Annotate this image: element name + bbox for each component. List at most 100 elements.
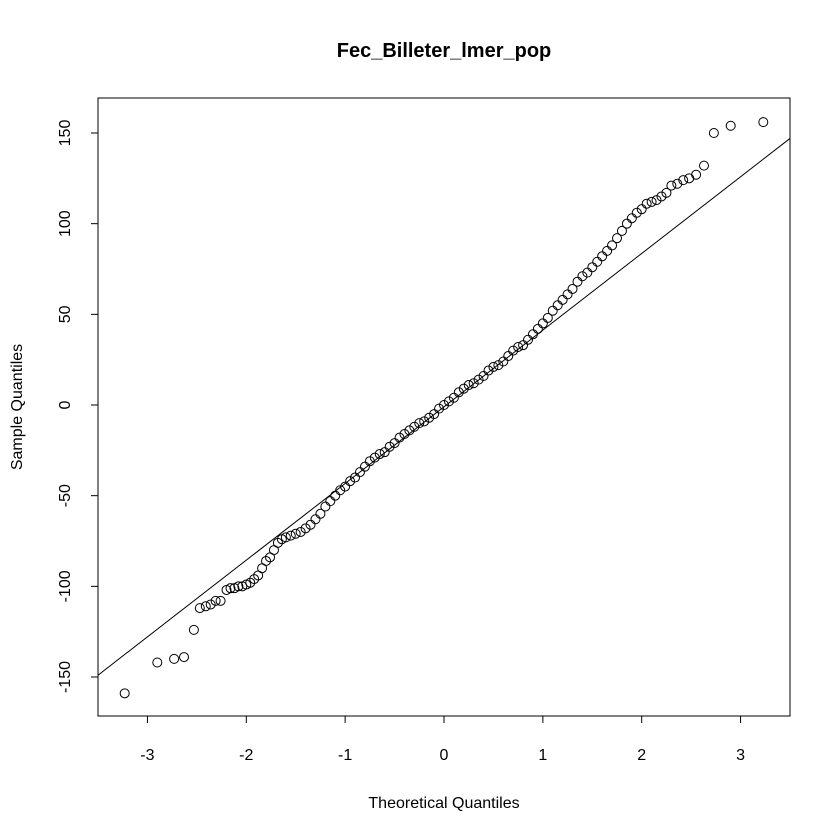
x-tick-label: -2 (239, 747, 253, 764)
point (636, 204, 647, 215)
point (384, 441, 395, 452)
point (597, 251, 608, 262)
point (468, 378, 479, 389)
point (616, 225, 627, 236)
point (666, 180, 677, 191)
point (374, 448, 385, 459)
point (205, 599, 216, 610)
point (210, 595, 221, 606)
point (225, 583, 236, 594)
point (169, 653, 180, 664)
point (508, 345, 519, 356)
point (678, 175, 689, 186)
point (493, 360, 504, 371)
plot-area (98, 117, 790, 699)
point (194, 603, 205, 614)
point (562, 289, 573, 300)
point (698, 160, 709, 171)
point (285, 530, 296, 541)
point (152, 657, 163, 668)
point (612, 233, 622, 244)
x-tick-label: 3 (736, 747, 745, 764)
point (350, 472, 361, 483)
point (369, 452, 380, 463)
x-tick-label: -3 (140, 747, 154, 764)
point (458, 383, 469, 394)
point (532, 323, 543, 334)
point (513, 341, 524, 352)
point (725, 120, 736, 131)
point (537, 318, 548, 329)
point (672, 178, 683, 189)
point (119, 688, 130, 699)
point (310, 514, 321, 525)
point (389, 438, 400, 449)
point (419, 416, 430, 427)
point (523, 334, 534, 345)
point (626, 213, 637, 224)
x-tick-label: -1 (338, 747, 352, 764)
point (409, 421, 420, 432)
point (325, 496, 336, 507)
point (557, 294, 568, 305)
y-tick-label: -100 (57, 570, 74, 602)
point (345, 476, 356, 487)
point (661, 187, 672, 198)
point (443, 396, 454, 407)
point (200, 601, 211, 612)
point (641, 198, 652, 209)
point (572, 276, 583, 287)
point (547, 305, 558, 316)
point (567, 283, 578, 294)
point (478, 370, 489, 381)
point (188, 624, 199, 635)
point (577, 271, 588, 282)
point (503, 351, 514, 362)
point (473, 374, 484, 385)
point (404, 425, 415, 436)
point (607, 240, 618, 251)
point (215, 595, 226, 606)
point (379, 447, 390, 458)
point (592, 256, 603, 267)
x-tick-label: 0 (440, 747, 449, 764)
point (330, 490, 341, 501)
point (582, 267, 593, 278)
point (233, 581, 244, 592)
point (691, 169, 702, 180)
point (498, 356, 509, 367)
point (261, 555, 272, 566)
point (542, 312, 553, 323)
point (429, 409, 440, 420)
point (448, 392, 459, 403)
point (708, 127, 719, 138)
point (305, 519, 316, 530)
point (527, 329, 538, 340)
point (359, 461, 370, 472)
y-tick-label: -50 (57, 484, 74, 507)
point (602, 245, 613, 256)
point (684, 173, 695, 184)
y-tick-label: 0 (57, 400, 74, 409)
point (295, 526, 306, 537)
point (290, 528, 301, 539)
y-tick-label: 100 (57, 210, 74, 237)
point (488, 361, 499, 372)
point (453, 387, 464, 398)
x-tick-label: 1 (538, 747, 547, 764)
point (646, 196, 657, 207)
point (249, 574, 260, 585)
y-axis-label: Sample Quantiles (9, 344, 26, 470)
y-tick-label: -150 (57, 661, 74, 693)
chart-title: Fec_Billeter_lmer_pop (337, 40, 552, 62)
reference-line (98, 138, 790, 676)
x-tick-label: 2 (637, 747, 646, 764)
point (587, 262, 598, 273)
point (340, 481, 351, 492)
point (463, 380, 474, 391)
point (394, 432, 405, 443)
point (399, 429, 410, 440)
point (354, 467, 365, 478)
point (424, 412, 435, 423)
